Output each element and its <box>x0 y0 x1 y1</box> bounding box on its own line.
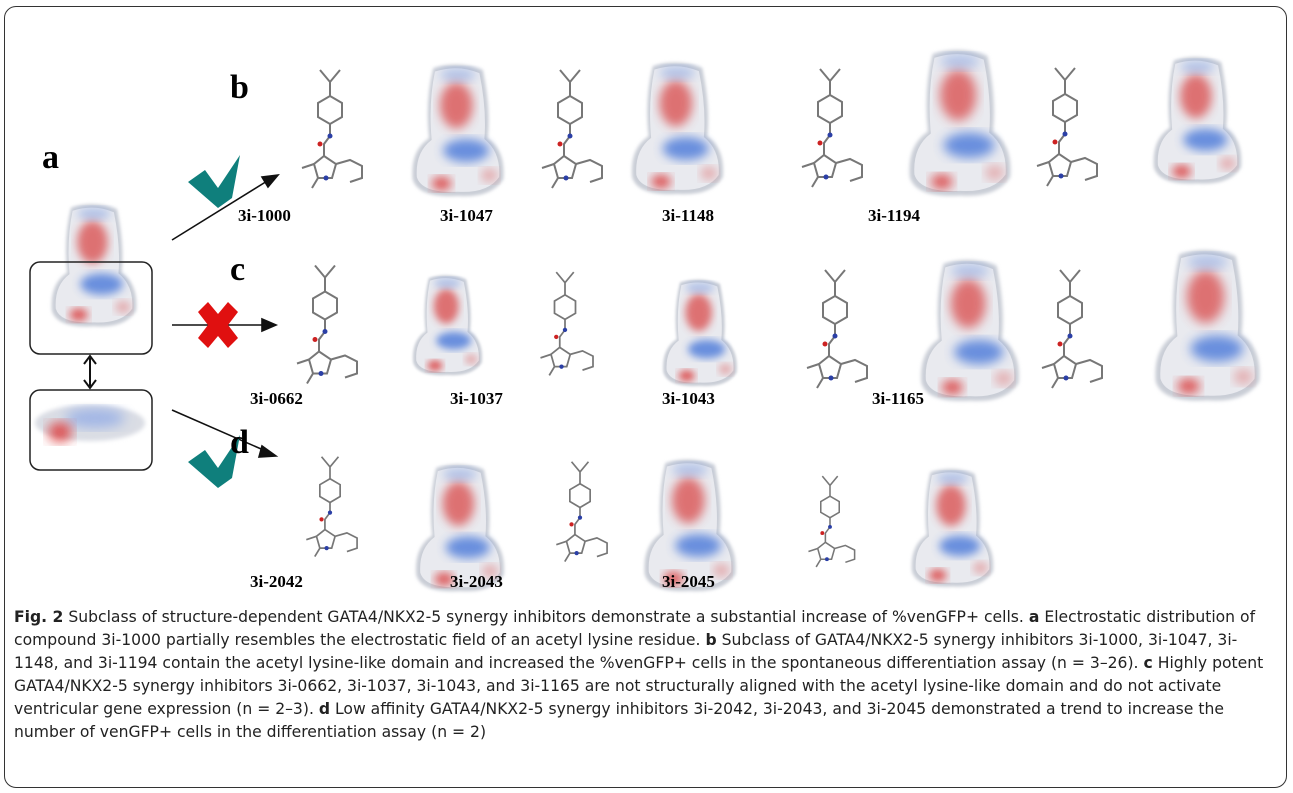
compound-label: 3i-2043 <box>450 572 503 591</box>
surface-model <box>412 64 503 196</box>
side-surface <box>35 405 145 442</box>
surface-model <box>910 50 1011 196</box>
compound-label: 3i-2042 <box>250 572 303 591</box>
molecule <box>542 70 602 188</box>
molecule <box>302 70 362 188</box>
molecule <box>1037 68 1097 186</box>
panel-label: d <box>230 424 249 461</box>
compound-label: 3i-1194 <box>868 206 920 225</box>
molecule <box>556 462 607 562</box>
caption-label: Fig. 2 <box>14 608 63 626</box>
compound-label: 3i-1000 <box>238 206 291 225</box>
surface-model <box>921 260 1019 401</box>
compound-label: 3i-1043 <box>662 389 715 408</box>
check-mark <box>188 155 240 208</box>
caption: Fig. 2 Subclass of structure-dependent G… <box>14 606 1276 744</box>
surface-model <box>632 62 723 194</box>
molecule <box>802 69 862 187</box>
molecule <box>808 476 854 567</box>
panel-label: c <box>230 251 245 288</box>
surface-model <box>1155 250 1259 400</box>
caption-panel-letter: a <box>1029 608 1040 626</box>
surface-model <box>52 204 137 326</box>
molecule <box>1042 270 1102 388</box>
surface-model <box>663 279 737 386</box>
panel-label: b <box>230 69 249 106</box>
surface-model <box>413 275 482 375</box>
surface-model <box>912 469 993 587</box>
panel-label: a <box>42 139 59 176</box>
caption-panel-letter: d <box>319 700 330 718</box>
surface-model <box>1154 57 1242 184</box>
caption-panel-letter: c <box>1144 654 1153 672</box>
double-arrow <box>84 356 96 388</box>
molecule <box>297 266 357 384</box>
figure: a b c d 3i-1000 3i-1047 3i-1148 3i-1194 … <box>0 0 1293 600</box>
compound-label: 3i-0662 <box>250 389 303 408</box>
caption-panel-letter: b <box>705 631 716 649</box>
compound-label: 3i-1165 <box>872 389 924 408</box>
compound-label: 3i-1148 <box>662 206 714 225</box>
molecule <box>306 457 357 557</box>
molecule <box>807 270 867 388</box>
compound-label: 3i-1047 <box>440 206 493 225</box>
molecule <box>541 272 594 375</box>
caption-lead: Subclass of structure-dependent GATA4/NK… <box>68 608 1024 626</box>
compound-label: 3i-1037 <box>450 389 503 408</box>
compound-label: 3i-2045 <box>662 572 715 591</box>
